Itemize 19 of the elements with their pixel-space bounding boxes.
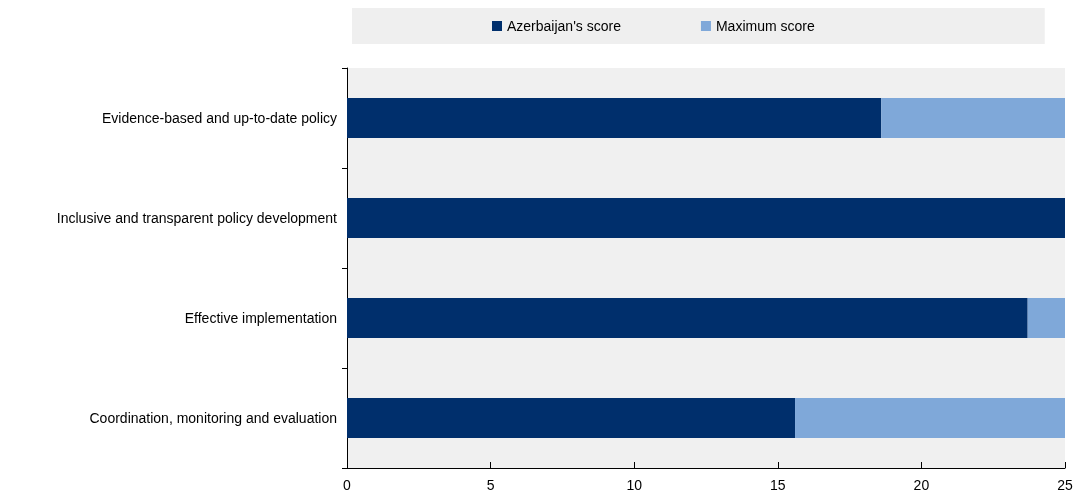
bar <box>347 398 796 438</box>
legend-label: Azerbaijan's score <box>507 18 622 34</box>
bar <box>1027 298 1065 338</box>
x-tick-label: 15 <box>770 477 786 493</box>
y-tick-label: Evidence-based and up-to-date policy <box>101 110 337 126</box>
y-tick-label: Effective implementation <box>184 310 337 326</box>
bar <box>347 98 882 138</box>
x-tick-label: 25 <box>1057 477 1073 493</box>
bar <box>347 198 1065 238</box>
x-tick-label: 20 <box>913 477 930 493</box>
y-tick-label: Coordination, monitoring and evaluation <box>89 410 337 426</box>
bar <box>795 398 1065 438</box>
x-tick-label: 0 <box>343 477 352 493</box>
x-tick-label: 5 <box>486 477 495 493</box>
y-tick-label: Inclusive and transparent policy development <box>56 210 338 226</box>
bar <box>347 298 1028 338</box>
legend-label: Maximum score <box>715 18 815 34</box>
x-tick-label: 10 <box>626 477 643 493</box>
bar <box>881 98 1065 138</box>
